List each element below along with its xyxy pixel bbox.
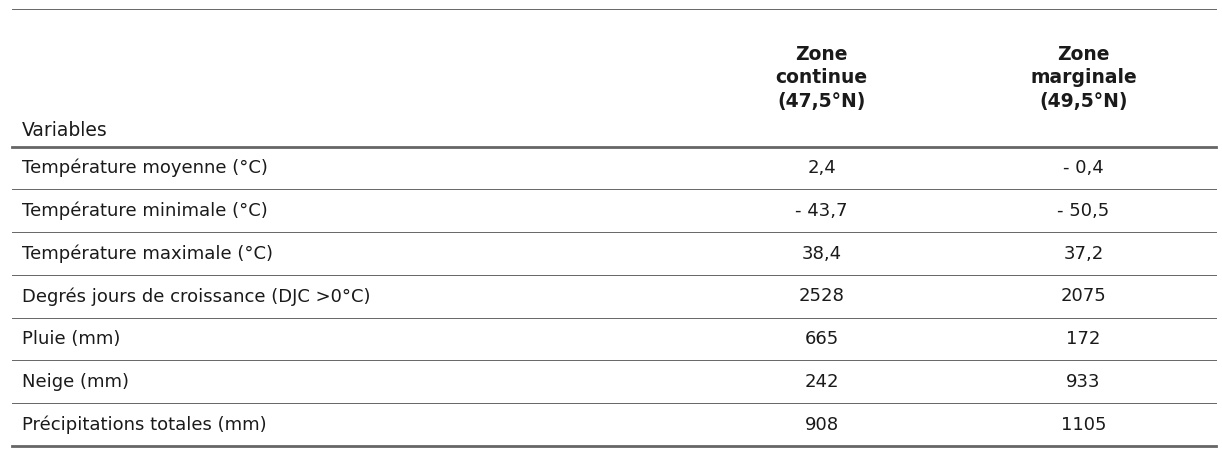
Text: Température maximale (°C): Température maximale (°C)	[22, 244, 273, 263]
Text: - 0,4: - 0,4	[1063, 159, 1103, 177]
Text: 2528: 2528	[799, 287, 844, 305]
Text: 37,2: 37,2	[1063, 244, 1103, 263]
Text: Température minimale (°C): Température minimale (°C)	[22, 202, 268, 220]
Text: 2075: 2075	[1061, 287, 1106, 305]
Text: 665: 665	[804, 330, 838, 348]
Text: 908: 908	[804, 415, 838, 434]
Text: 933: 933	[1067, 373, 1101, 391]
Text: Variables: Variables	[22, 121, 108, 140]
Text: Température moyenne (°C): Température moyenne (°C)	[22, 159, 268, 177]
Text: 172: 172	[1067, 330, 1101, 348]
Text: Zone
continue
(47,5°N): Zone continue (47,5°N)	[776, 45, 868, 111]
Text: 1105: 1105	[1061, 415, 1106, 434]
Text: 2,4: 2,4	[808, 159, 836, 177]
Text: Pluie (mm): Pluie (mm)	[22, 330, 121, 348]
Text: - 50,5: - 50,5	[1057, 202, 1110, 220]
Text: Précipitations totales (mm): Précipitations totales (mm)	[22, 415, 266, 434]
Text: Degrés jours de croissance (DJC >0°C): Degrés jours de croissance (DJC >0°C)	[22, 287, 370, 306]
Text: Neige (mm): Neige (mm)	[22, 373, 130, 391]
Text: - 43,7: - 43,7	[796, 202, 848, 220]
Text: 38,4: 38,4	[802, 244, 842, 263]
Text: 242: 242	[804, 373, 840, 391]
Text: Zone
marginale
(49,5°N): Zone marginale (49,5°N)	[1030, 45, 1136, 111]
